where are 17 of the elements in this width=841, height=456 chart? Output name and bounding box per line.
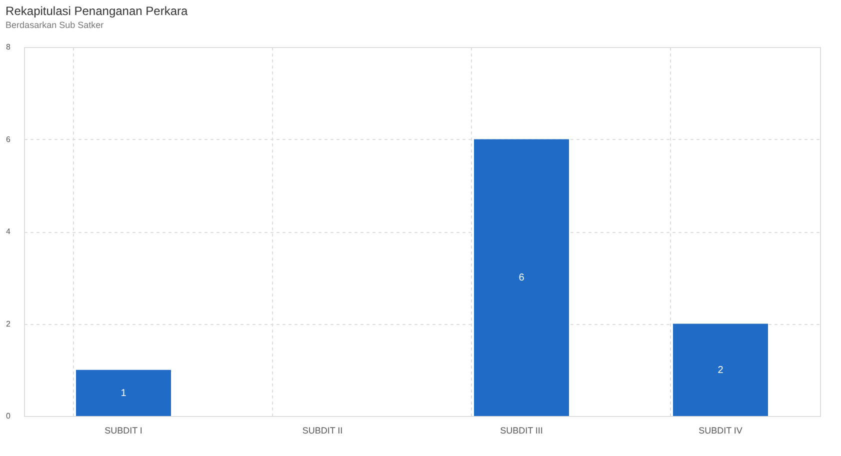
chart-subtitle: Berdasarkan Sub Satker <box>6 20 104 30</box>
x-tick-label: SUBDIT IV <box>698 426 742 436</box>
y-tick-label: 4 <box>6 227 12 236</box>
data-label: 6 <box>518 272 525 284</box>
x-tick-label: SUBDIT II <box>302 426 343 436</box>
y-tick-label: 0 <box>6 412 12 420</box>
x-tick-label: SUBDIT III <box>500 426 543 436</box>
bar <box>673 324 768 416</box>
y-tick-label: 2 <box>6 319 12 328</box>
y-tick-label: 6 <box>6 134 12 144</box>
y-tick-label: 8 <box>6 42 12 52</box>
bar <box>474 139 569 416</box>
chart-title: Rekapitulasi Penanganan Perkara <box>6 4 188 18</box>
data-label: 2 <box>718 364 724 376</box>
data-label: 1 <box>120 388 127 399</box>
x-tick-label: SUBDIT I <box>104 426 142 436</box>
bar <box>76 370 171 416</box>
